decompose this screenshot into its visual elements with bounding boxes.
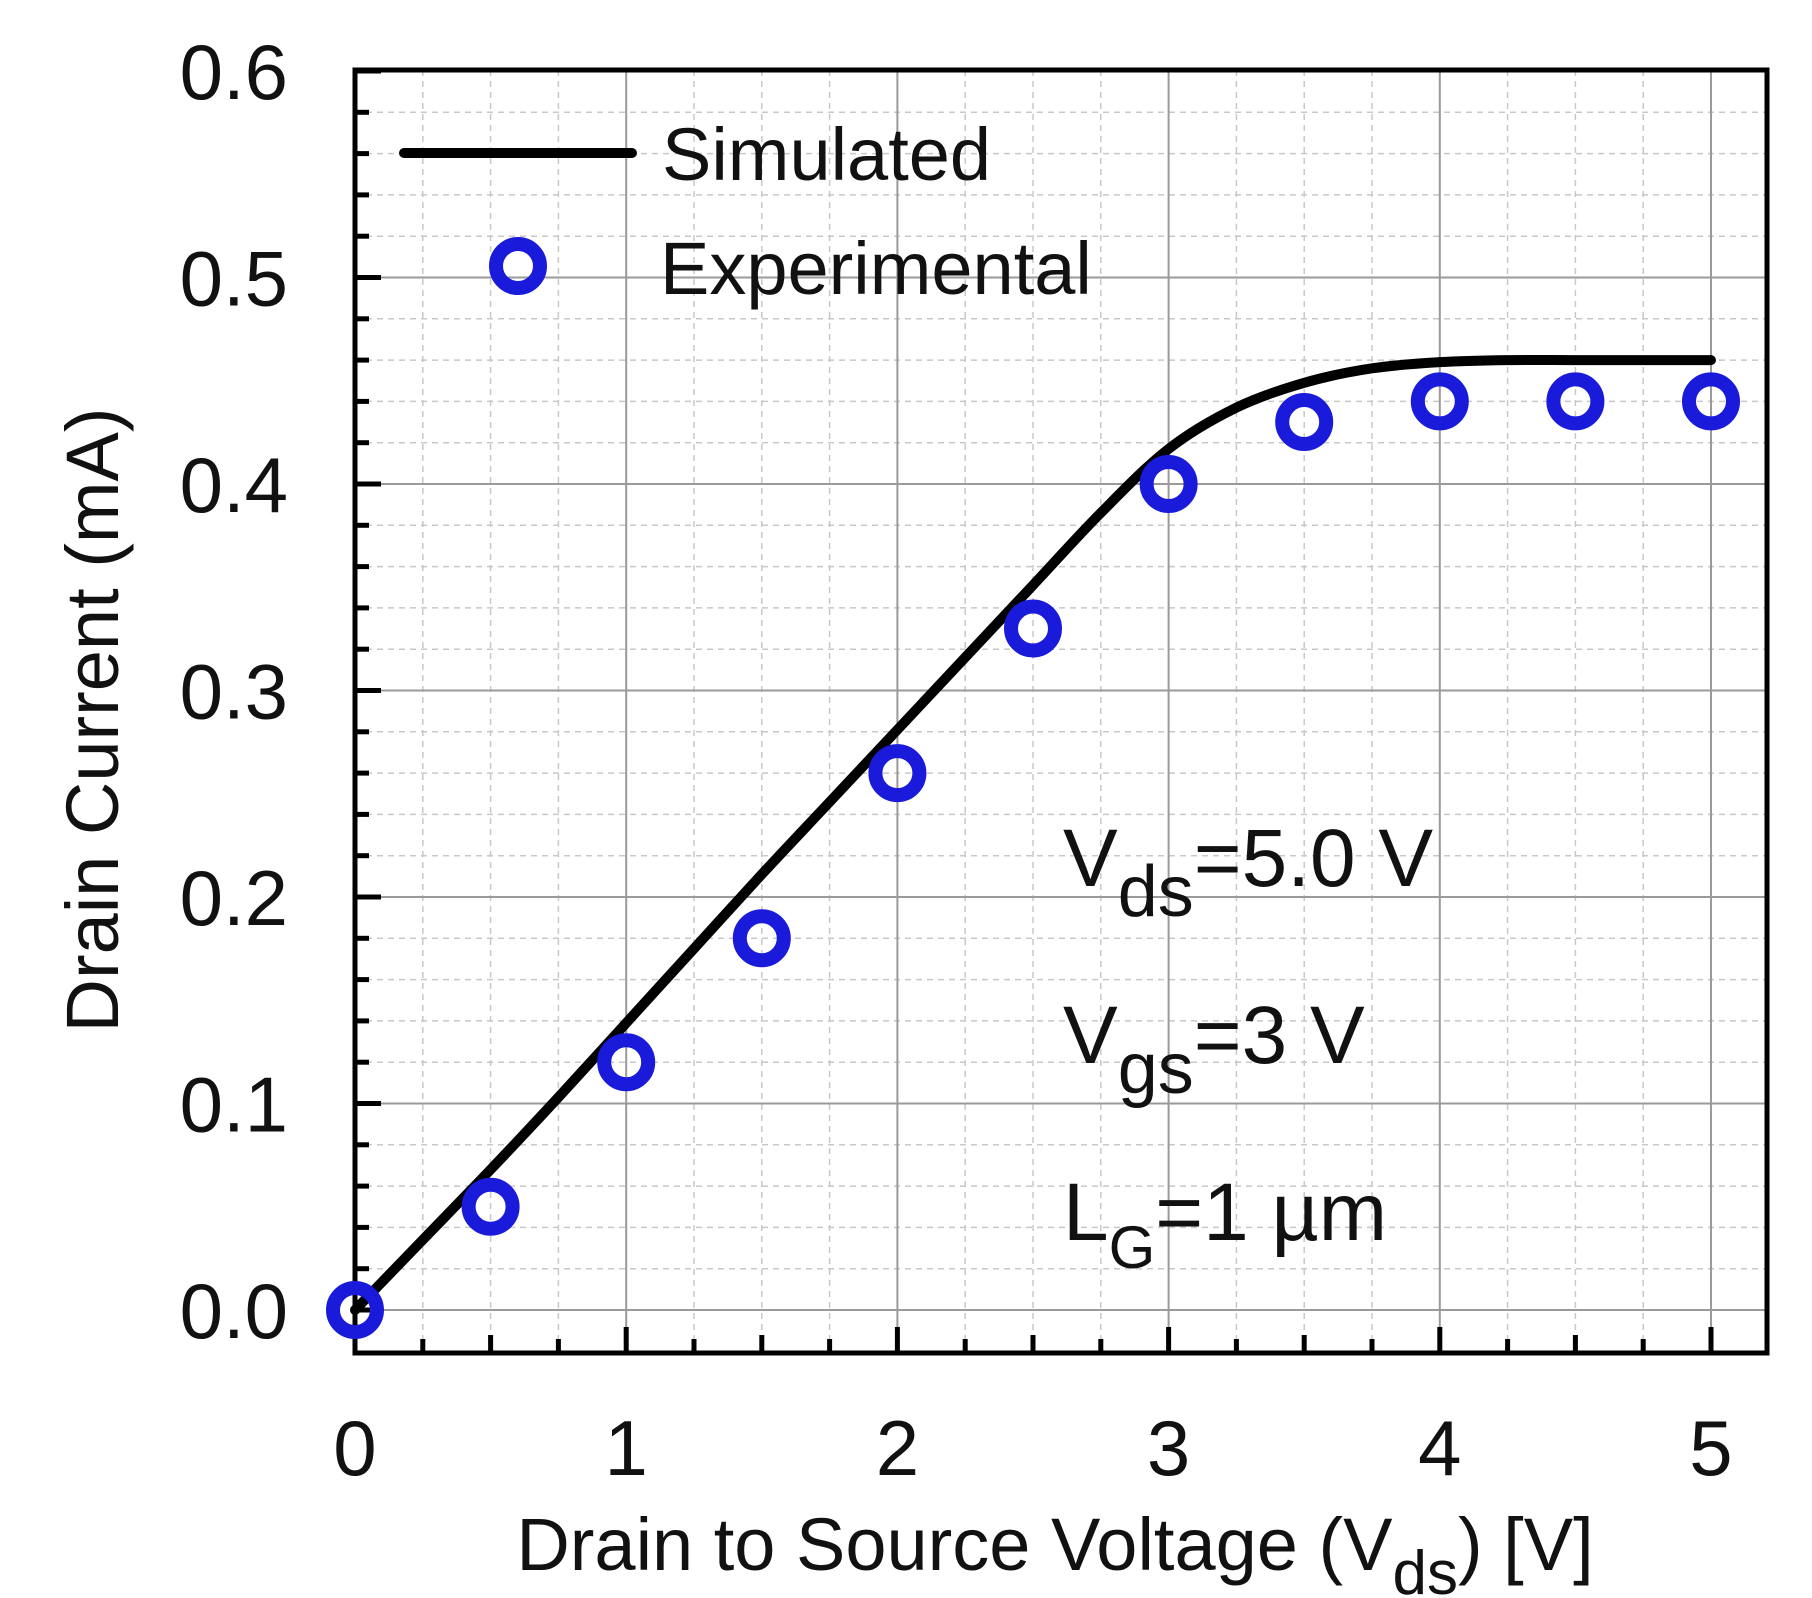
x-axis-title-main: Drain to Source Voltage (V [516,1503,1393,1586]
experimental-point [326,1281,384,1339]
y-tick-label: 0.0 [180,1267,288,1355]
plot-frame [352,67,1770,1356]
y-axis-title: Drain Current (mA) [51,408,134,1033]
x-axis-title-tail: ) [V] [1458,1503,1594,1586]
experimental-point [1546,372,1605,431]
x-tick-label: 5 [1689,1404,1732,1492]
annotation-vgs-sub: gs [1118,1029,1194,1109]
x-tick-label: 0 [333,1404,376,1492]
x-axis-title-sub: ds [1392,1539,1457,1598]
annotation-vgs-tail: =3 V [1194,990,1365,1081]
x-tick-label: 1 [605,1404,648,1492]
y-tick-label: 0.4 [180,441,288,529]
y-tick-label: 0.1 [180,1061,288,1149]
tick-labels: 0 1 2 3 4 5 0.0 0.1 0.2 0.3 0.4 0.5 0.6 [180,28,1733,1492]
y-tick-label: 0.3 [180,648,288,736]
experimental-point [597,1033,656,1092]
experimental-point [868,744,927,803]
annotation-vds: Vds=5.0 V [1063,813,1433,932]
experimental-point [732,909,791,968]
experimental-point [461,1177,520,1236]
annotation-vgs-main: V [1063,990,1118,1081]
x-tick-label: 2 [876,1404,919,1492]
x-tick-label: 3 [1147,1404,1190,1492]
annotation-lg-main: L [1063,1167,1109,1258]
series-layer [326,354,1740,1339]
y-tick-label: 0.5 [180,235,288,323]
experimental-point [1004,599,1062,658]
x-tick-label: 4 [1418,1404,1461,1492]
grid [355,70,1767,1353]
legend-experimental-marker [489,237,547,295]
legend: Simulated Experimental [399,113,1092,310]
experimental-point [1275,393,1334,452]
y-tick-label: 0.6 [180,28,288,116]
simulated-line [350,354,1716,1315]
annotations: Vds=5.0 V Vgs=3 V LG=1 µm [1063,813,1433,1281]
annotation-vds-main: V [1063,813,1118,904]
experimental-point [1410,372,1469,431]
annotation-lg-tail: =1 µm [1155,1167,1387,1258]
annotation-vds-sub: ds [1118,852,1194,932]
annotation-lg: LG=1 µm [1063,1167,1387,1281]
experimental-point [1682,372,1740,431]
y-tick-label: 0.2 [180,854,288,942]
experimental-point [1139,455,1198,513]
x-axis-title: Drain to Source Voltage (Vds) [V] [516,1503,1593,1598]
annotation-lg-sub: G [1109,1214,1156,1281]
annotation-vgs: Vgs=3 V [1063,990,1365,1109]
legend-experimental-label: Experimental [660,227,1092,310]
legend-simulated-label: Simulated [662,113,991,196]
annotation-vds-tail: =5.0 V [1194,813,1434,904]
